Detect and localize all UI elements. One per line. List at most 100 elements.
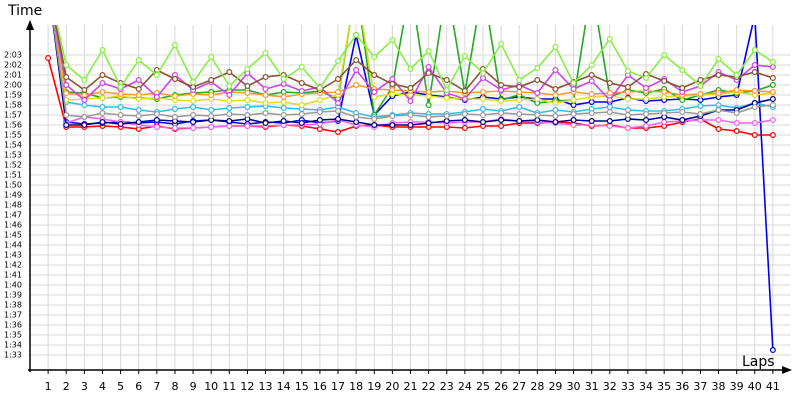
point xyxy=(751,132,758,139)
point xyxy=(624,124,631,131)
point xyxy=(190,97,197,104)
point xyxy=(624,106,631,113)
y-tick-label: 1:34 xyxy=(4,341,22,350)
x-tick-label: 26 xyxy=(494,380,508,393)
point xyxy=(552,91,559,98)
x-tick-label: 32 xyxy=(603,380,617,393)
y-tick-label: 1:58 xyxy=(4,101,22,110)
point xyxy=(208,76,215,83)
point xyxy=(99,109,106,116)
point xyxy=(498,109,505,116)
point xyxy=(117,120,124,127)
point xyxy=(335,107,342,114)
point xyxy=(262,119,269,126)
point xyxy=(697,90,704,97)
x-tick-label: 36 xyxy=(675,380,689,393)
point xyxy=(117,103,124,110)
point xyxy=(298,119,305,126)
x-tick-label: 5 xyxy=(117,380,124,393)
point xyxy=(769,347,776,354)
point xyxy=(461,95,468,102)
point xyxy=(280,104,287,111)
point xyxy=(226,97,233,104)
point xyxy=(171,124,178,131)
point xyxy=(226,117,233,124)
point xyxy=(190,124,197,131)
point xyxy=(715,116,722,123)
y-tick-label: 2:03 xyxy=(4,51,22,60)
point xyxy=(769,58,776,65)
y-axis-label: Time xyxy=(7,3,42,19)
point xyxy=(643,74,650,81)
x-tick-label: 18 xyxy=(349,380,363,393)
point xyxy=(461,110,468,117)
point xyxy=(643,110,650,117)
point xyxy=(751,103,758,110)
x-tick-label: 37 xyxy=(693,380,707,393)
point xyxy=(280,98,287,105)
point xyxy=(99,103,106,110)
point xyxy=(516,110,523,117)
point xyxy=(751,46,758,53)
point xyxy=(153,110,160,117)
point xyxy=(552,112,559,119)
point xyxy=(769,63,776,70)
point xyxy=(552,85,559,92)
point xyxy=(262,99,269,106)
point xyxy=(353,113,360,120)
point xyxy=(661,88,668,95)
x-tick-label: 24 xyxy=(458,380,472,393)
point xyxy=(643,116,650,123)
point xyxy=(534,64,541,71)
x-tick-label: 21 xyxy=(404,380,418,393)
point xyxy=(479,118,486,125)
point xyxy=(135,106,142,113)
point xyxy=(99,88,106,95)
point xyxy=(461,124,468,131)
point xyxy=(516,103,523,110)
x-tick-label: 34 xyxy=(639,380,653,393)
point xyxy=(588,98,595,105)
point xyxy=(624,67,631,74)
point xyxy=(425,69,432,76)
point xyxy=(697,102,704,109)
y-axis-arrow xyxy=(26,20,34,30)
point xyxy=(353,66,360,73)
point xyxy=(425,119,432,126)
point xyxy=(135,76,142,83)
x-tick-label: 28 xyxy=(530,380,544,393)
point xyxy=(389,112,396,119)
point xyxy=(443,94,450,101)
point xyxy=(117,90,124,97)
point xyxy=(588,71,595,78)
point xyxy=(389,75,396,82)
point xyxy=(153,71,160,78)
y-tick-label: 1:37 xyxy=(4,311,22,320)
point xyxy=(606,122,613,129)
x-tick-label: 35 xyxy=(657,380,671,393)
point xyxy=(715,89,722,96)
point xyxy=(498,86,505,93)
point xyxy=(298,79,305,86)
point xyxy=(443,117,450,124)
point xyxy=(425,113,432,120)
point xyxy=(516,83,523,90)
point xyxy=(389,36,396,43)
point xyxy=(371,53,378,60)
x-axis-label: Laps xyxy=(742,354,775,370)
y-tick-label: 1:59 xyxy=(4,91,22,100)
y-tick-label: 1:46 xyxy=(4,221,22,230)
point xyxy=(498,116,505,123)
y-tick-label: 1:43 xyxy=(4,251,22,260)
point xyxy=(570,110,577,117)
point xyxy=(407,97,414,104)
point xyxy=(534,111,541,118)
point xyxy=(190,83,197,90)
x-tick-label: 27 xyxy=(512,380,526,393)
point xyxy=(443,112,450,119)
point xyxy=(552,66,559,73)
point xyxy=(733,119,740,126)
point xyxy=(316,108,323,115)
point xyxy=(335,57,342,64)
point xyxy=(425,63,432,70)
